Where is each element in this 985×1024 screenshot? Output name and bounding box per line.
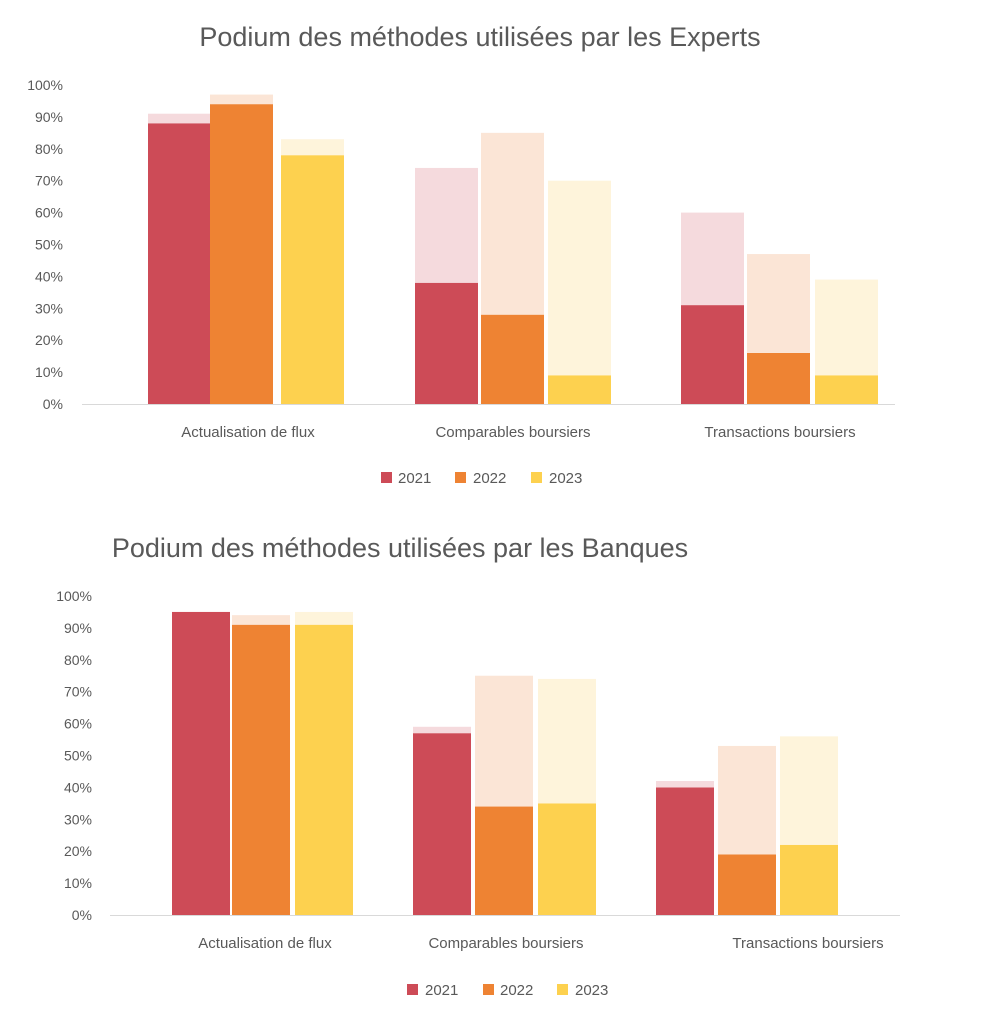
y-tick-label: 20% [35,332,63,348]
bar-2021-secondary [148,113,211,124]
bar-2023-secondary [780,736,838,845]
category-label: Comparables boursiers [428,935,583,952]
legend-label-2021: 2021 [425,982,458,999]
legend-label-2021: 2021 [398,470,431,487]
bar-2023 [281,155,344,404]
legend-swatch-2022 [455,472,466,483]
y-tick-label: 80% [35,141,63,157]
bar-2023 [815,375,878,404]
y-tick-label: 30% [64,811,92,827]
bar-2022-secondary [718,745,776,855]
bar-2022-secondary [475,675,533,807]
bar-2022-secondary [232,615,290,625]
chart-banques: Podium des méthodes utilisées par les Ba… [0,515,985,1020]
bar-2021 [681,305,744,404]
bar-2023 [538,803,596,915]
bar-2022-secondary [747,254,810,353]
legend-swatch-2022 [483,984,494,995]
legend-label-2023: 2023 [549,470,582,487]
y-tick-label: 0% [43,396,63,412]
legend-swatch-2023 [557,984,568,995]
bar-2022-secondary [481,132,544,315]
bar-2022 [718,854,776,915]
y-tick-label: 90% [35,109,63,125]
bar-2021 [656,787,714,915]
bar-2021-secondary [681,212,744,306]
bar-2021 [415,282,478,404]
y-tick-label: 90% [64,620,92,636]
bar-2023-secondary [281,139,344,156]
bar-2023-secondary [538,678,596,804]
bar-2021 [172,611,230,915]
y-tick-label: 80% [64,652,92,668]
y-tick-label: 40% [35,268,63,284]
y-tick-label: 70% [64,684,92,700]
y-tick-label: 100% [27,77,63,93]
chart-experts: Podium des méthodes utilisées par les Ex… [0,0,985,505]
bar-2022 [747,352,810,404]
y-tick-label: 60% [64,716,92,732]
legend-swatch-2023 [531,472,542,483]
bar-2022-secondary [210,94,273,105]
y-axis-ticks: 0% 10% 20% 30% 40% 50% 60% 70% 80% 90% 100% [56,588,92,923]
y-tick-label: 40% [64,779,92,795]
category-label: Actualisation de flux [181,424,315,441]
plot-area: 0% 10% 20% 30% 40% 50% 60% 70% 80% 90% 100% Actuali… [27,77,895,487]
category-label: Transactions boursiers [732,935,883,952]
y-tick-label: 70% [35,173,63,189]
y-tick-label: 50% [35,237,63,253]
bar-2023 [295,624,353,915]
y-tick-label: 0% [72,907,92,923]
bar-2023-secondary [295,611,353,625]
category-label: Actualisation de flux [198,935,332,952]
legend-swatch-2021 [407,984,418,995]
legend: 2021 2022 2023 [381,470,582,487]
bar-2021-secondary [656,781,714,788]
legend-label-2022: 2022 [473,470,506,487]
chart-title: Podium des méthodes utilisées par les Ba… [111,533,689,563]
bar-2022 [232,624,290,915]
bars [172,611,838,915]
y-tick-label: 50% [64,748,92,764]
plot-area: 0% 10% 20% 30% 40% 50% 60% 70% 80% 90% 100% Actuali… [56,588,900,999]
bar-2023 [780,844,838,915]
legend-swatch-2021 [381,472,392,483]
legend-label-2023: 2023 [575,982,608,999]
bar-2023-secondary [815,279,878,376]
y-tick-label: 60% [35,205,63,221]
y-tick-label: 10% [64,875,92,891]
y-tick-label: 10% [35,364,63,380]
y-axis-ticks: 0% 10% 20% 30% 40% 50% 60% 70% 80% 90% 100% [27,77,63,412]
legend-label-2022: 2022 [500,982,533,999]
y-tick-label: 20% [64,843,92,859]
bar-2022 [210,104,273,404]
category-label: Transactions boursiers [704,424,855,441]
bar-2021-secondary [413,726,471,734]
bar-2021-secondary [415,167,478,283]
bars [148,94,878,404]
bar-2022 [475,806,533,915]
bar-2022 [481,314,544,404]
bar-2023 [548,375,611,404]
y-tick-label: 100% [56,588,92,604]
chart-title: Podium des méthodes utilisées par les Ex… [199,22,761,52]
category-label: Comparables boursiers [435,424,590,441]
y-tick-label: 30% [35,300,63,316]
legend: 2021 2022 2023 [407,982,608,999]
bar-2021 [148,123,211,404]
bar-2021 [413,733,471,915]
bar-2023-secondary [548,180,611,376]
